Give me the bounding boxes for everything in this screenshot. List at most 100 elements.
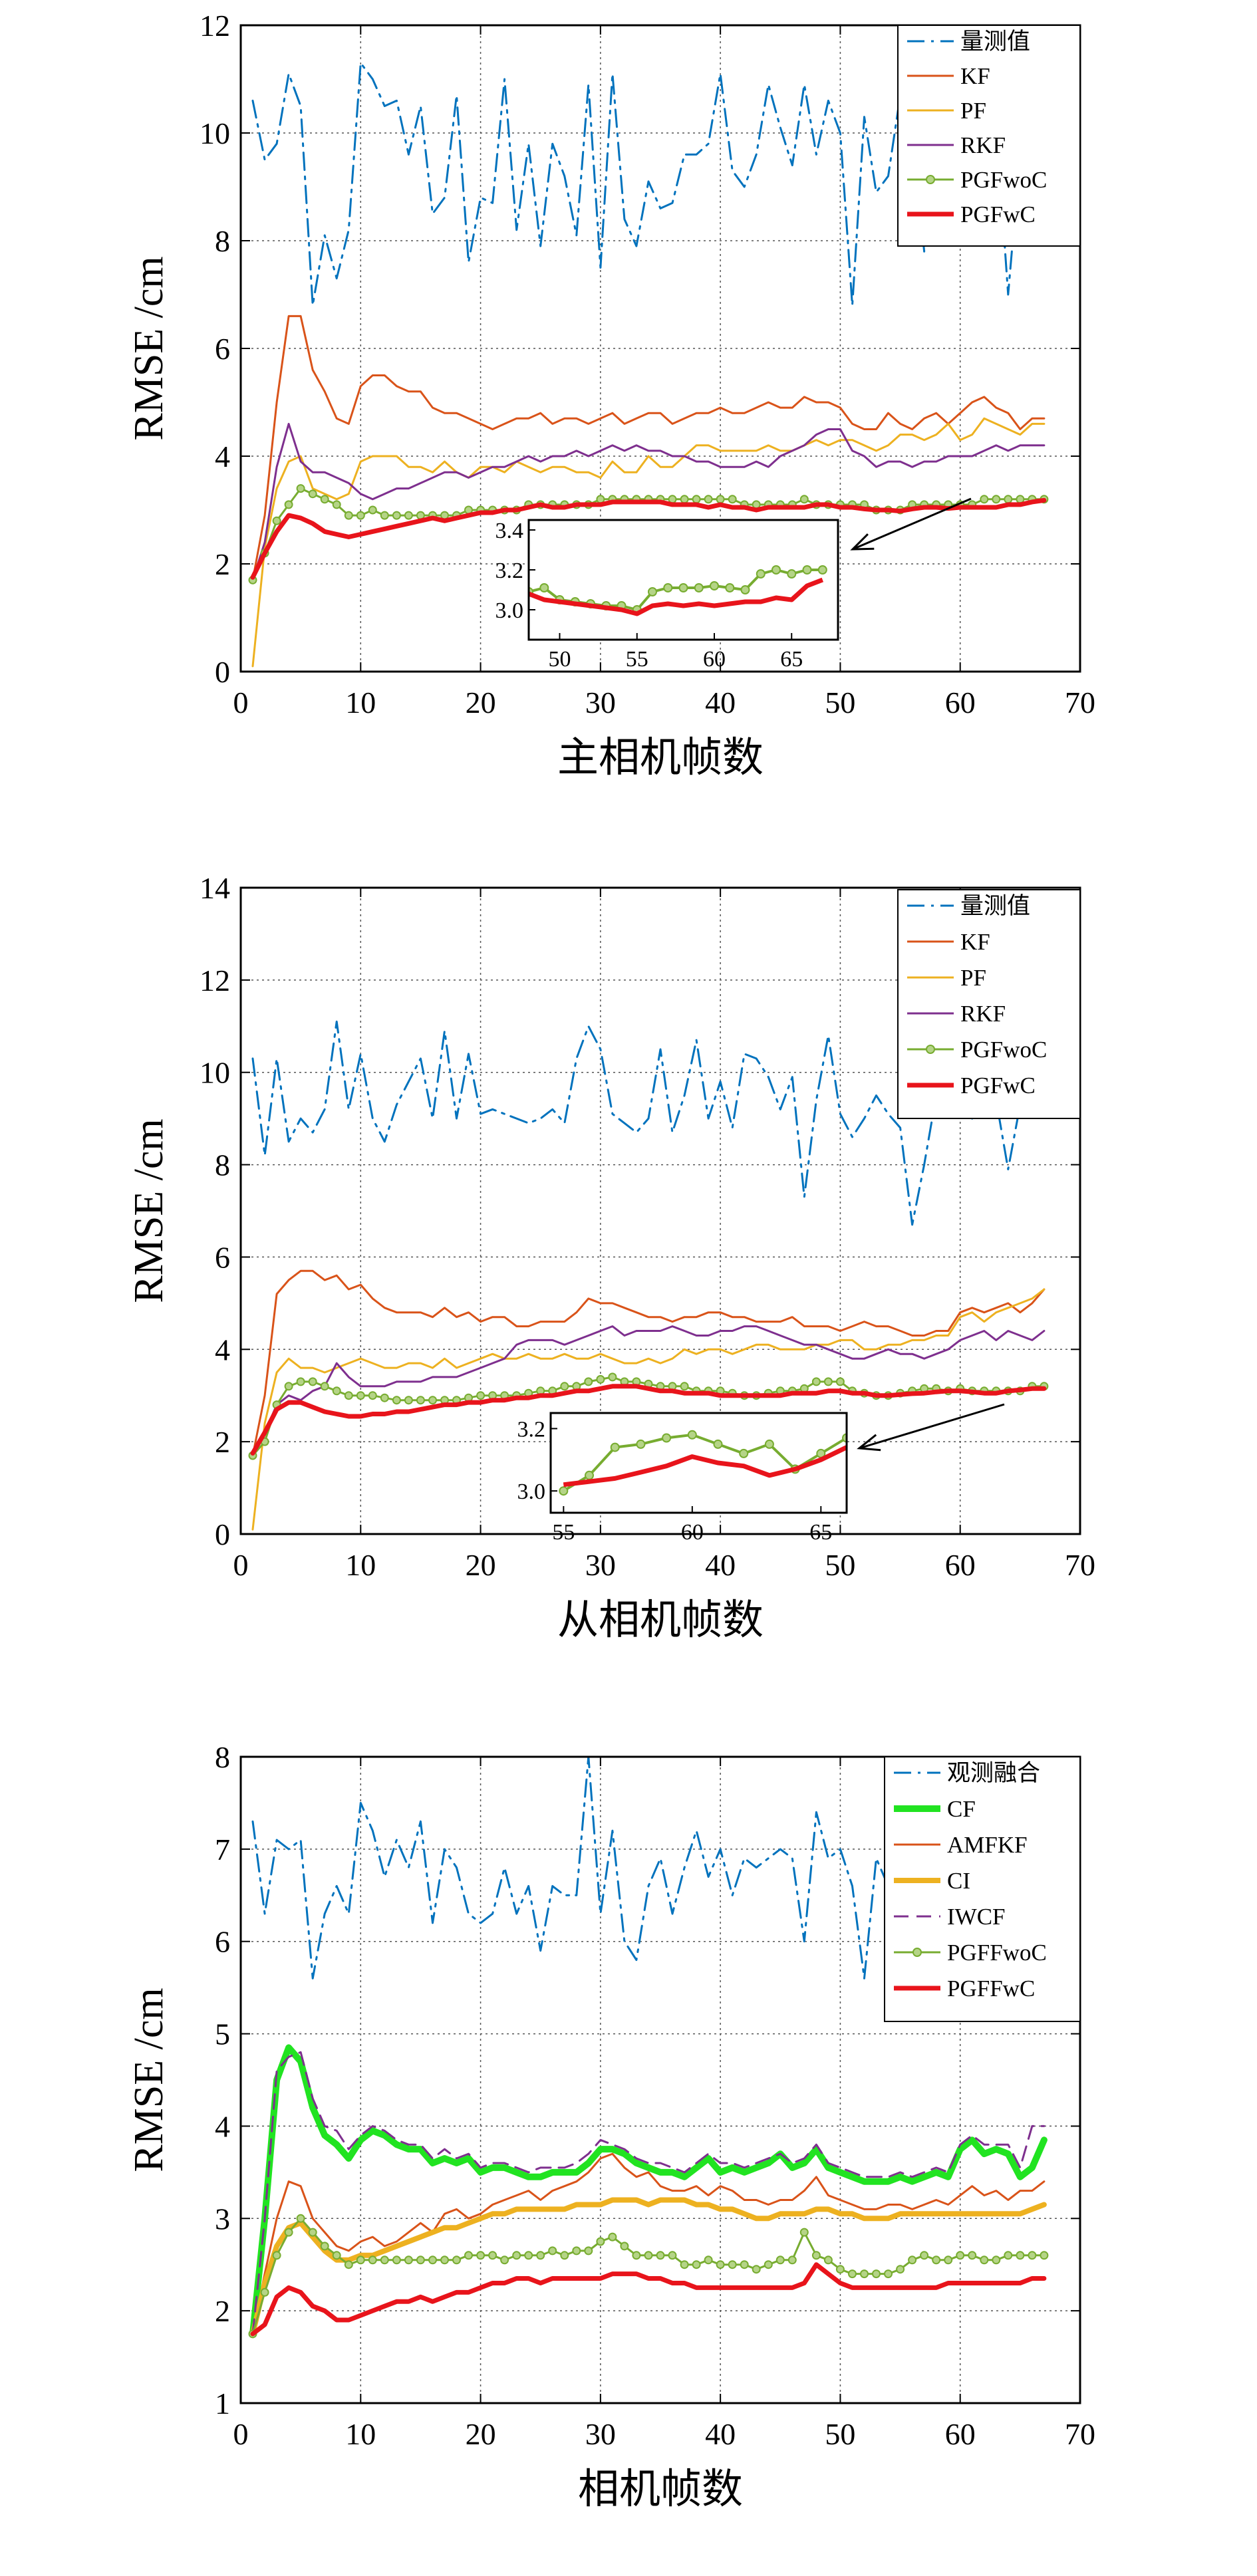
y-axis-label: RMSE /cm [126,1988,172,2172]
legend-label-ci: CI [947,1868,970,1894]
data-point-pgffwoc [452,2255,461,2265]
data-point-pgfwoc [799,495,809,504]
data-point-pgffwoc [488,2251,497,2260]
inset-data-point-pgfwoc [678,583,688,592]
legend-entry-kf: KF [907,63,990,89]
y-tick-label: 10 [200,1056,230,1090]
inset-data-point-pgfwoc [802,565,812,575]
rmse-chart-main-camera: 0 10 20 30 40 50 60 70 0 2 4 6 8 10 12 主相机帧数 RMSE /cm 量测值… [126,9,1095,781]
data-point-pgffwoc [464,2251,473,2260]
y-tick-label: 5 [215,2017,230,2051]
legend-label-series-0: 量测值 [960,29,1030,55]
y-tick-label: 2 [215,1425,230,1459]
series-line-pf [251,417,1046,668]
rmse-chart-secondary-camera: 0 10 20 30 40 50 60 70 0 2 4 6 8 10 12 14 从相机帧数 RMSE /cm 量… [126,871,1095,1643]
legend-label-pgffwc: PGFFwC [947,1976,1035,2001]
inset-data-point-pgfwoc [771,565,781,575]
x-tick-label: 60 [945,2417,976,2451]
inset-data-point-pgfwoc [585,1470,594,1480]
inset-series-line-pgfwc [563,1445,847,1487]
x-tick-label: 40 [705,2417,736,2451]
inset-x-tick-label: 65 [780,647,803,672]
y-tick-label: 6 [215,332,230,366]
legend-entry-series-0: 量测值 [907,29,1030,55]
y-tick-label: 12 [200,9,230,43]
inset-frame [549,1412,848,1514]
data-point-pgfwoc [380,511,389,520]
data-point-pgffwoc [608,2232,617,2242]
legend-entry-pgffwc: PGFFwC [894,1976,1035,2001]
legend-entry-cf: CF [894,1796,976,1822]
legend-label-pgfwoc: PGFwoC [960,1037,1047,1063]
y-tick-label: 8 [215,1740,230,1774]
data-point-pgffwoc [344,2260,353,2269]
inset-data-point-pgfwoc [610,1442,620,1452]
data-point-pgffwoc [740,2260,749,2269]
y-tick-label: 1 [215,2386,230,2420]
legend-entry-pgfwc: PGFwC [907,201,1036,227]
data-point-pgffwoc [799,2228,809,2237]
data-point-pgffwoc [704,2255,713,2265]
inset-data-point-pgfwoc [694,583,704,592]
inset-x-tick-label: 55 [552,1520,575,1545]
inset-data-point-pgfwoc [687,1430,697,1440]
legend-label-series-0: 量测值 [960,893,1030,919]
x-tick-label: 60 [945,1548,976,1582]
data-point-pgffwoc [896,2265,905,2274]
legend: 观测融合 CF AMFKF CI IWCF PGFFwoC PGFFwC [884,1756,1081,2022]
legend-label-pf: PF [960,965,986,991]
legend-label-pf: PF [960,98,986,124]
data-point-pgfwoc [308,1377,317,1386]
y-tick-label: 8 [215,224,230,258]
data-point-pgfwoc [716,495,725,504]
series-line-kf [251,315,1046,581]
data-point-pgffwoc [872,2269,881,2279]
inset-x-tick-label: 50 [549,647,571,672]
inset-data-point-pgfwoc [740,585,750,594]
inset-y-tick-label: 3.0 [495,598,524,623]
legend-label-pgfwc: PGFwC [960,201,1036,227]
legend-entry-pgfwoc: PGFwoC [907,167,1047,193]
x-tick-label: 70 [1065,2417,1095,2451]
legend-entry-iwcf: IWCF [894,1904,1006,1930]
series-line-kf [251,1269,1046,1457]
legend-entry-rkf: RKF [907,132,1006,158]
series-line-series-0 [251,62,1046,307]
series-line-pf [251,1288,1046,1531]
legend-entry-pgfwc: PGFwC [907,1073,1036,1098]
inset-frame [527,519,839,641]
arrow-head [857,1434,881,1452]
legend-label-pgfwoc: PGFwoC [960,167,1047,193]
data-point-pgfwoc [560,1382,569,1391]
inset-pointer-arrow [857,1403,1005,1452]
data-point-pgffwoc [296,2214,305,2223]
y-tick-label: 6 [215,1925,230,1959]
inset-x-tick-label: 55 [626,647,648,672]
data-point-pgfwoc [823,1377,833,1386]
x-tick-label: 50 [825,2417,855,2451]
data-point-pgfwoc [320,495,329,504]
x-axis-label: 从相机帧数 [557,1598,764,1643]
y-tick-label: 10 [200,116,230,150]
data-point-pgfwoc [332,500,341,509]
data-point-pgfwoc [704,495,713,504]
inset-data-point-pgfwoc [713,1439,723,1449]
legend-label-amfkf: AMFKF [947,1832,1028,1858]
x-tick-label: 50 [825,1548,855,1582]
series-line-amfkf [251,2152,1046,2335]
y-tick-label: 0 [215,1517,230,1551]
inset-pointer-arrow [850,497,972,551]
inset-y-tick-label: 3.2 [495,559,524,583]
legend-entry-amfkf: AMFKF [894,1832,1028,1858]
legend-marker-pgfwoc [926,175,935,184]
x-tick-label: 20 [466,2417,496,2451]
x-tick-label: 10 [345,1548,376,1582]
data-point-pgffwoc [500,2255,509,2265]
inset-x-tick-label: 60 [681,1520,704,1545]
data-point-pgffwoc [272,2251,281,2260]
x-tick-label: 30 [585,1548,616,1582]
data-point-pgffwoc [992,2255,1001,2265]
x-tick-label: 0 [233,686,249,719]
data-point-pgfwoc [284,1382,293,1391]
plot-frame [239,1755,1081,2404]
